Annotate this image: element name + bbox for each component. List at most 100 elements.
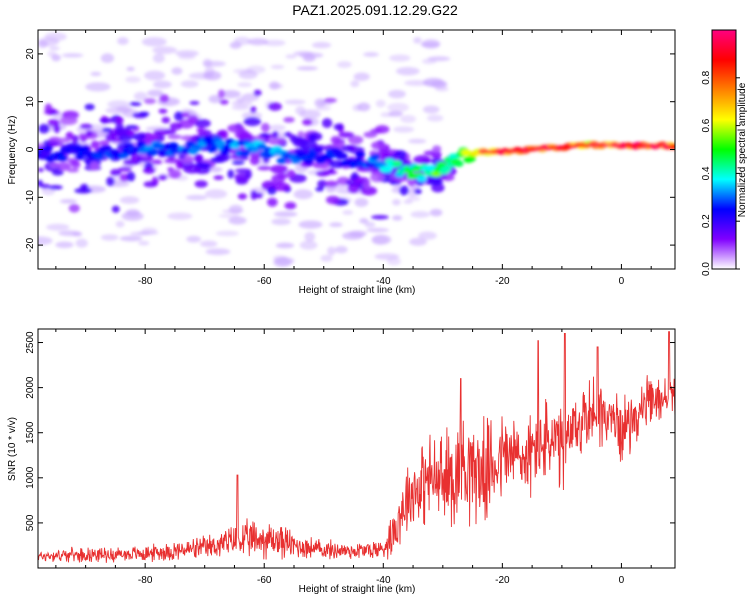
colorbar-tick-label: 0.0	[701, 262, 712, 276]
heatmap-cell	[338, 131, 355, 138]
colorbar-label: Normalized spectral amplitude	[737, 82, 748, 217]
heatmap-cell	[234, 168, 252, 173]
snr-panel: -80 -60 -40 -20 0 500 1000 1500 2000 2500 Height …	[7, 328, 676, 595]
heatmap-cell	[302, 118, 313, 126]
heatmap-cell	[227, 123, 245, 133]
heatmap-cell	[106, 176, 115, 187]
heatmap-cell	[342, 210, 354, 215]
heatmap-cell	[236, 97, 245, 104]
heatmap-ridge-cell	[239, 150, 250, 157]
heatmap-cell	[270, 164, 288, 174]
spectrogram-panel: -80 -60 -40 -20 0 20 10 0 -10 -20 Height of strai…	[7, 29, 676, 296]
heatmap-cell	[158, 108, 168, 114]
heatmap-cell	[129, 101, 142, 107]
heatmap-cell	[231, 105, 250, 111]
heatmap-cell	[394, 150, 407, 159]
heatmap-cell	[238, 132, 253, 142]
heatmap-ridge-cell	[155, 143, 166, 150]
heatmap-cell	[71, 135, 79, 144]
heatmap-cell	[228, 216, 247, 225]
heatmap-cell	[100, 53, 115, 64]
heatmap-cell	[323, 98, 337, 103]
heatmap-cell	[414, 188, 422, 195]
heatmap-cell	[238, 70, 258, 80]
heatmap-cell	[350, 80, 360, 88]
heatmap-cell	[38, 236, 53, 246]
heatmap-peak-cell	[624, 144, 637, 148]
heatmap-cell	[435, 86, 449, 92]
heatmap-cell	[196, 127, 205, 134]
colorbar: 0.0 0.2 0.4 0.6 0.8 Normalized spectral ampl…	[701, 29, 748, 276]
heatmap-cell	[110, 168, 122, 177]
heatmap-cell	[284, 201, 297, 210]
heatmap-cell	[267, 186, 277, 195]
heatmap-cell	[46, 223, 70, 231]
heatmap-cell	[55, 241, 74, 249]
heatmap-ridge-cell	[355, 151, 366, 158]
heatmap-cell	[395, 67, 420, 76]
heatmap-cell	[126, 130, 135, 136]
heatmap-ridge-cell	[168, 142, 179, 149]
snr-x-tick-label: -20	[495, 575, 510, 586]
snr-line	[38, 331, 675, 563]
heatmap-ridge-cell	[465, 155, 476, 162]
heatmap-cell	[219, 99, 229, 105]
snr-y-tick-label: 1500	[25, 421, 36, 444]
heatmap-cell	[38, 123, 50, 134]
heatmap-cell	[370, 172, 384, 183]
spectrogram-y-tick-label: 10	[25, 96, 36, 108]
heatmap-cell	[420, 42, 440, 47]
heatmap-cell	[286, 169, 296, 178]
heatmap-cell	[115, 116, 124, 125]
heatmap-cell	[152, 53, 165, 64]
heatmap-ridge-cell	[136, 140, 147, 148]
heatmap-cell	[90, 140, 100, 150]
heatmap-cell	[413, 37, 422, 44]
spectrogram-x-axis-label: Height of straight line (km)	[299, 285, 416, 296]
heatmap-cell	[204, 66, 215, 77]
heatmap-cell	[329, 222, 343, 228]
heatmap-cell	[298, 220, 323, 229]
snr-frame	[37, 328, 676, 569]
heatmap-ridge-cell	[42, 145, 53, 152]
heatmap-ridge-cell	[416, 175, 427, 182]
heatmap-cell	[167, 134, 182, 140]
heatmap-cell	[320, 254, 333, 262]
heatmap-cell	[125, 124, 138, 130]
heatmap-cell	[325, 195, 340, 205]
spectrogram-y-tick-label: -20	[25, 237, 36, 252]
heatmap-ridge-cell	[369, 153, 380, 161]
heatmap-cell	[315, 187, 324, 192]
heatmap-cell	[131, 154, 138, 162]
heatmap-cell	[352, 104, 362, 112]
heatmap-cell	[186, 235, 202, 243]
heatmap-cell	[118, 166, 132, 172]
heatmap-cell	[161, 116, 171, 124]
heatmap-cell	[53, 124, 61, 134]
heatmap-cell	[193, 153, 204, 163]
heatmap-cell	[231, 160, 245, 165]
heatmap-cell	[347, 135, 364, 145]
heatmap-cell	[118, 133, 133, 143]
heatmap-ridge-cell	[303, 158, 314, 165]
heatmap-cell	[49, 162, 63, 168]
spectrogram-x-tick-label: -60	[257, 276, 272, 287]
heatmap-cell	[153, 80, 172, 89]
colorbar-tick-label: 0.4	[701, 166, 712, 180]
heatmap-cell	[139, 111, 150, 117]
heatmap-cell	[202, 58, 213, 68]
heatmap-cell	[38, 37, 60, 47]
heatmap-cell	[429, 208, 443, 217]
heatmap-cell	[273, 257, 292, 267]
heatmap-cell	[387, 102, 409, 113]
heatmap-cell	[125, 209, 141, 217]
heatmap-cell	[399, 185, 409, 196]
heatmap-cell	[285, 54, 297, 59]
snr-y-axis-label: SNR (10 * v/v)	[7, 417, 18, 481]
heatmap-peak-cell	[650, 144, 659, 148]
heatmap-cell	[392, 215, 403, 221]
snr-background	[38, 329, 675, 568]
heatmap-ridge-cell	[441, 166, 452, 173]
heatmap-cell	[227, 169, 235, 179]
heatmap-peak-cell	[611, 143, 621, 148]
